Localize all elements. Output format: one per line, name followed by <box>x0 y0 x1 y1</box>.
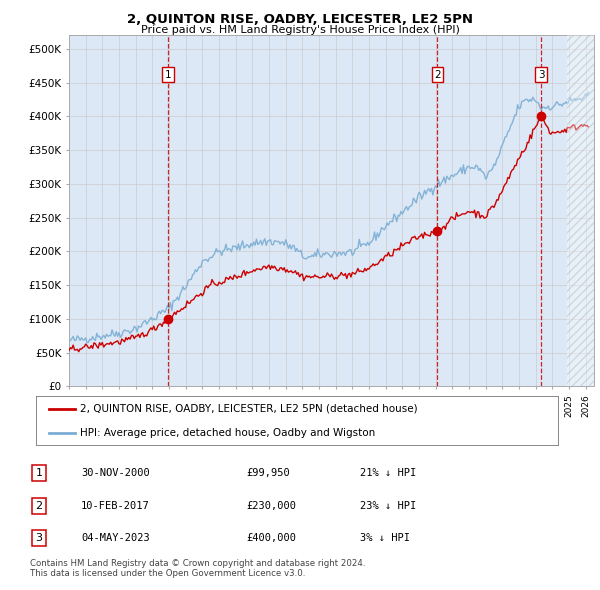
Text: £99,950: £99,950 <box>246 468 290 478</box>
Text: Contains HM Land Registry data © Crown copyright and database right 2024.: Contains HM Land Registry data © Crown c… <box>30 559 365 568</box>
Text: 2, QUINTON RISE, OADBY, LEICESTER, LE2 5PN: 2, QUINTON RISE, OADBY, LEICESTER, LE2 5… <box>127 13 473 26</box>
Text: HPI: Average price, detached house, Oadby and Wigston: HPI: Average price, detached house, Oadb… <box>80 428 376 438</box>
Text: 3: 3 <box>35 533 43 543</box>
Text: 21% ↓ HPI: 21% ↓ HPI <box>360 468 416 478</box>
Text: 2: 2 <box>35 501 43 510</box>
Text: 10-FEB-2017: 10-FEB-2017 <box>81 501 150 510</box>
Text: 04-MAY-2023: 04-MAY-2023 <box>81 533 150 543</box>
Text: 3% ↓ HPI: 3% ↓ HPI <box>360 533 410 543</box>
Text: £230,000: £230,000 <box>246 501 296 510</box>
Text: Price paid vs. HM Land Registry's House Price Index (HPI): Price paid vs. HM Land Registry's House … <box>140 25 460 35</box>
Text: This data is licensed under the Open Government Licence v3.0.: This data is licensed under the Open Gov… <box>30 569 305 578</box>
Text: 1: 1 <box>164 70 171 80</box>
Text: 1: 1 <box>35 468 43 478</box>
Text: £400,000: £400,000 <box>246 533 296 543</box>
Text: 2: 2 <box>434 70 441 80</box>
Text: 3: 3 <box>538 70 545 80</box>
Text: 23% ↓ HPI: 23% ↓ HPI <box>360 501 416 510</box>
Text: 30-NOV-2000: 30-NOV-2000 <box>81 468 150 478</box>
Text: 2, QUINTON RISE, OADBY, LEICESTER, LE2 5PN (detached house): 2, QUINTON RISE, OADBY, LEICESTER, LE2 5… <box>80 404 418 414</box>
